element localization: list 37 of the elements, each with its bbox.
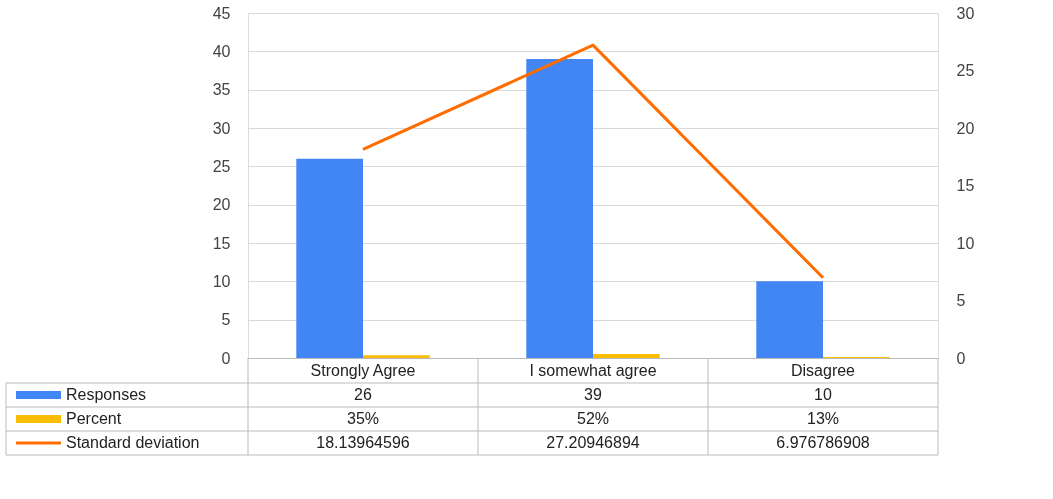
data-label: 18.13964596 [316,434,410,451]
legend-label: Responses [66,386,147,403]
y2-tick-label: 10 [956,234,975,252]
y-tick-label: 40 [212,42,231,60]
x-tick-label: Strongly Agree [310,361,416,379]
data-label: 6.976786908 [776,434,870,451]
y2-tick-label: 0 [956,349,966,367]
data-label: 10 [814,386,832,403]
y-tick-label: 30 [212,119,231,137]
bar [296,158,363,358]
y-tick-label: 15 [212,234,231,252]
y-tick-label: 0 [221,349,231,367]
y-tick-label: 10 [212,272,231,290]
y2-tick-label: 30 [956,4,975,22]
x-tick-label: I somewhat agree [529,361,657,379]
data-label: 26 [354,386,372,403]
bar [593,354,660,358]
y-tick-label: 35 [212,81,231,99]
y-tick-label: 5 [221,311,231,329]
data-label: 39 [584,386,602,403]
data-label: 27.20946894 [546,434,640,451]
y2-tick-label: 15 [956,177,975,194]
y-tick-label: 25 [212,157,231,175]
data-label: 35% [346,410,380,427]
y2-tick-label: 25 [956,62,975,79]
data-label: 52% [576,410,610,427]
x-tick-label: Disagree [790,361,856,379]
y2-tick-label: 20 [956,119,975,137]
bar [756,281,823,358]
y-tick-label: 45 [212,4,231,22]
legend-label: Percent [66,410,122,427]
y2-tick-label: 5 [956,292,966,309]
legend-label: Standard deviation [66,434,200,451]
bar [363,355,430,358]
data-label: 13% [806,410,840,427]
y-tick-label: 20 [212,196,231,214]
bar [526,59,593,358]
